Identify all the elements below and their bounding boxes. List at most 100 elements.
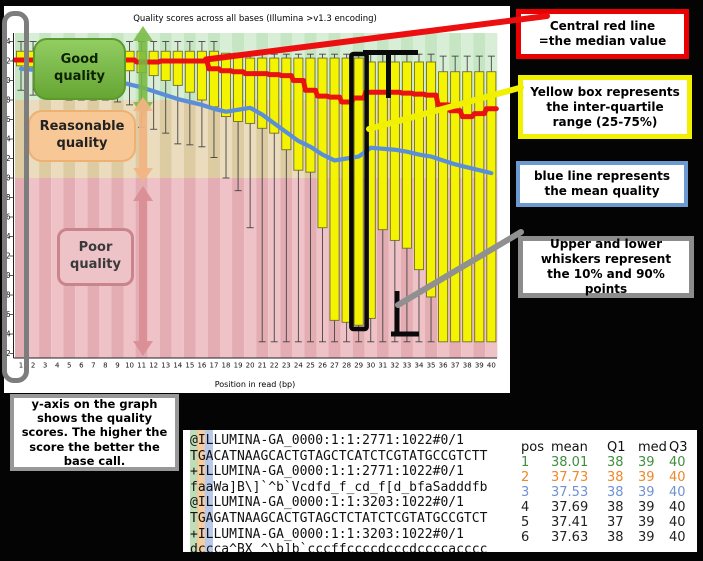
x-tick-label: 17 [209,362,218,370]
x-tick-label: 28 [342,362,351,370]
x-tick-label: 29 [354,362,363,370]
y-tick-label: 4 [6,330,11,339]
x-tick-label: 30 [366,362,375,370]
x-tick-label: 10 [125,362,134,370]
quality-box [401,61,412,249]
quality-box [305,57,316,173]
x-tick-label: 7 [91,362,95,370]
table-cell: 39 [638,515,655,530]
x-tick-label: 31 [378,362,387,370]
table-cell: 40 [669,470,686,485]
x-tick-label: 22 [270,362,279,370]
table-cell: 37 [607,515,624,530]
x-tick-label: 27 [330,362,339,370]
y-tick-label: 10 [4,271,11,280]
table-cell: 4 [521,500,530,515]
y-tick-label: 30 [4,76,11,85]
reasonable-quality-label: Reasonable quality [28,110,136,162]
fastq-line: @ILLUMINA-GA_0000:1:1:3203:1022#0/1 [190,495,464,511]
iqr-callout: Yellow box represents the inter-quartile… [518,75,692,139]
table-cell: 37.69 [551,500,589,515]
quality-box [377,61,388,231]
table-cell: 40 [669,515,686,530]
y-tick-label: 14 [4,232,11,241]
pos2-highlight-stripe [197,430,206,552]
x-tick-label: 8 [103,362,107,370]
table-header: mean [551,440,588,455]
table-cell: 38 [607,455,624,470]
table-cell: 3 [521,485,530,500]
table-cell: 39 [638,530,655,545]
x-tick-label: 9 [115,362,119,370]
y-tick-label: 8 [6,291,11,300]
table-cell: 37.53 [551,485,589,500]
table-header: pos [521,440,544,455]
table-cell: 5 [521,515,530,530]
quality-box [172,50,183,86]
good-quality-label: Good quality [33,38,126,100]
table-cell: 38 [607,485,624,500]
table-cell: 40 [669,500,686,515]
table-header: Q1 [607,440,626,455]
table-cell: 37.73 [551,470,589,485]
fastq-line: @ILLUMINA-GA_0000:1:1:2771:1022#0/1 [190,433,464,448]
y-tick-label: 6 [6,310,11,319]
quality-box [450,71,461,343]
pos1-highlight-stripe [189,430,198,552]
x-tick-label: 16 [197,362,206,370]
whiskers-callout: Upper and lower whiskers represent the 1… [518,236,694,298]
x-tick-label: 37 [451,362,460,370]
x-tick-label: 33 [402,362,411,370]
x-tick-label: 25 [306,362,315,370]
y-tick-label: 20 [4,174,11,183]
fastq-line: faaWa]B\]`^b`Vcdfd_f_cd_f[d_bfaSadddfb [190,479,488,495]
x-tick-label: 14 [173,362,182,370]
table-cell: 38.01 [551,455,589,470]
x-tick-label: 5 [67,362,71,370]
quality-box [184,50,195,93]
table-cell: 37.63 [551,530,589,545]
yaxis-note: y-axis on the graph shows the quality sc… [10,394,179,471]
table-header: med [638,440,667,455]
x-tick-label: 19 [234,362,243,370]
x-tick-label: 6 [79,362,84,370]
fastq-text: @ILLUMINA-GA_0000:1:1:2771:1022#0/1 TGACA… [190,433,487,552]
x-tick-label: 13 [161,362,170,370]
pos3-highlight-stripe [205,430,214,552]
x-tick-label: 36 [439,362,448,370]
x-tick-label: 15 [185,362,194,370]
table-cell: 38 [607,500,624,515]
x-tick-label: 23 [282,362,291,370]
fastq-panel: @ILLUMINA-GA_0000:1:1:2771:1022#0/1 TGACA… [183,430,697,552]
quality-box [438,71,449,343]
chart-title: Quality scores across all bases (Illumin… [133,14,377,24]
median-callout: Central red line =the median value [516,9,689,59]
table-cell: 38 [607,530,624,545]
y-tick-label: 22 [4,154,11,163]
table-cell: 37.41 [551,515,589,530]
table-cell: 40 [669,530,686,545]
y-tick-label: 24 [4,135,11,144]
y-tick-label: 28 [4,96,11,105]
table-cell: 38 [607,470,624,485]
y-tick-label: 16 [4,213,11,222]
quality-box [365,61,376,319]
y-tick-label: 2 [6,349,11,358]
x-tick-label: 40 [487,362,496,370]
x-tick-label: 11 [137,362,146,370]
x-tick-label: 39 [475,362,484,370]
table-cell: 40 [669,455,686,470]
quality-box [462,71,473,343]
table-cell: 39 [638,455,655,470]
x-tick-label: 4 [55,362,60,370]
quality-box [245,57,256,124]
quality-box [208,50,219,108]
mean-callout: blue line represents the mean quality [516,161,688,207]
y-tick-label: 32 [4,57,11,66]
table-header: Q3 [669,440,688,455]
x-tick-label: 18 [222,362,231,370]
quality-stats-table: pos mean Q1 med Q3 1 38.01 38 39 40 2 37.73 38 39 40 3 3… [521,440,697,545]
fastq-line: +ILLUMINA-GA_0000:1:1:2771:1022#0/1 [190,464,464,480]
fastq-line: TGACATNAAGCACTGTAGCTCATCTCGTATGCCGTCTT [190,448,488,464]
quality-box [196,50,207,101]
